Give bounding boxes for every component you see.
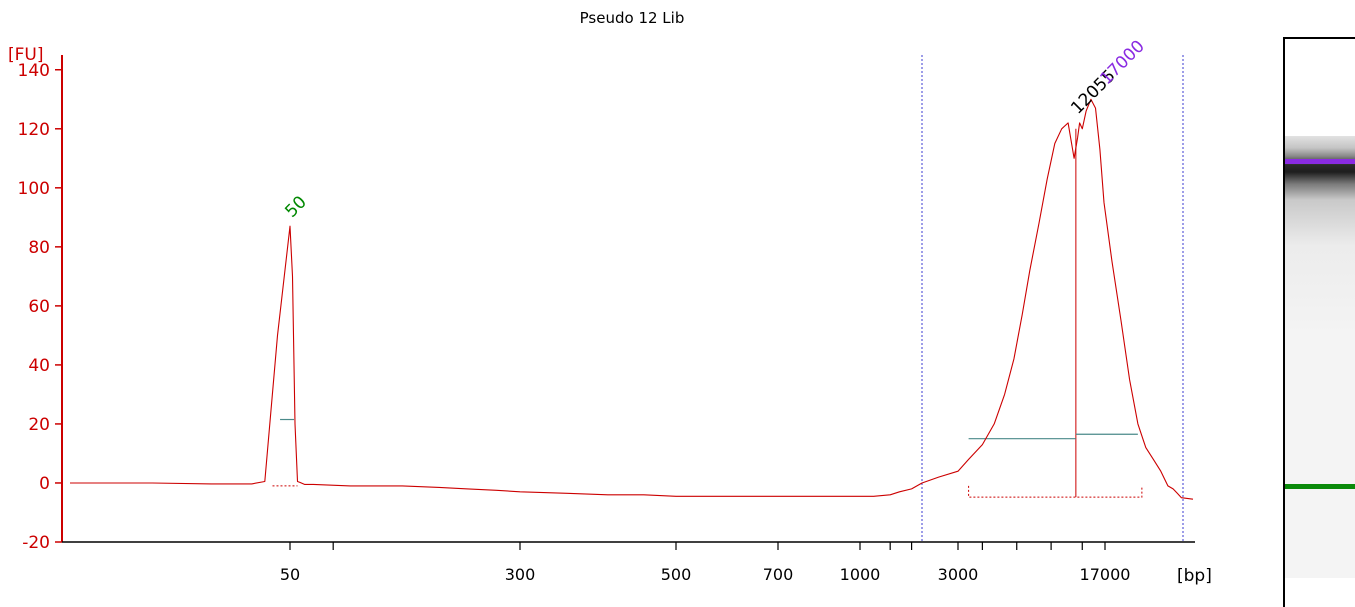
peak-label: 50 bbox=[281, 192, 310, 221]
x-tick-label: 300 bbox=[505, 565, 536, 584]
y-tick-label: 60 bbox=[28, 297, 50, 317]
x-tick-label: 500 bbox=[661, 565, 692, 584]
peak-label: 17000 bbox=[1096, 37, 1148, 89]
series-line bbox=[70, 98, 1194, 500]
x-tick-label: 700 bbox=[763, 565, 794, 584]
y-axis-unit: [FU] bbox=[8, 45, 44, 65]
gel-lane-image bbox=[1283, 37, 1355, 607]
y-tick-label: 80 bbox=[28, 238, 50, 258]
x-axis-unit: [bp] bbox=[1177, 566, 1212, 586]
y-tick-label: -20 bbox=[22, 533, 50, 553]
y-tick-label: 20 bbox=[28, 415, 50, 435]
y-tick-label: 40 bbox=[28, 356, 50, 376]
gel-lane-strip bbox=[1285, 136, 1355, 578]
x-tick-label: 3000 bbox=[938, 565, 979, 584]
x-tick-label: 17000 bbox=[1080, 565, 1131, 584]
x-tick-label: 1000 bbox=[840, 565, 881, 584]
integration-region bbox=[968, 485, 1143, 498]
y-tick-label: 100 bbox=[18, 179, 50, 199]
gel-upper-marker-band bbox=[1285, 159, 1355, 164]
gel-lower-marker-band bbox=[1285, 484, 1355, 489]
chart-title: Pseudo 12 Lib bbox=[580, 9, 685, 27]
x-axis-ticks: 50 300 500 700 1000 3000 17000 bbox=[280, 542, 1131, 584]
y-tick-label: 140 bbox=[18, 61, 50, 81]
series-group bbox=[70, 98, 1194, 500]
y-axis-ticks: 140 120 100 80 60 40 20 0 -20 bbox=[18, 61, 62, 553]
y-tick-label: 120 bbox=[18, 120, 50, 140]
y-tick-label: 0 bbox=[39, 474, 50, 494]
x-tick-label: 50 bbox=[280, 565, 300, 584]
peak-integration-overlays bbox=[272, 55, 1184, 542]
